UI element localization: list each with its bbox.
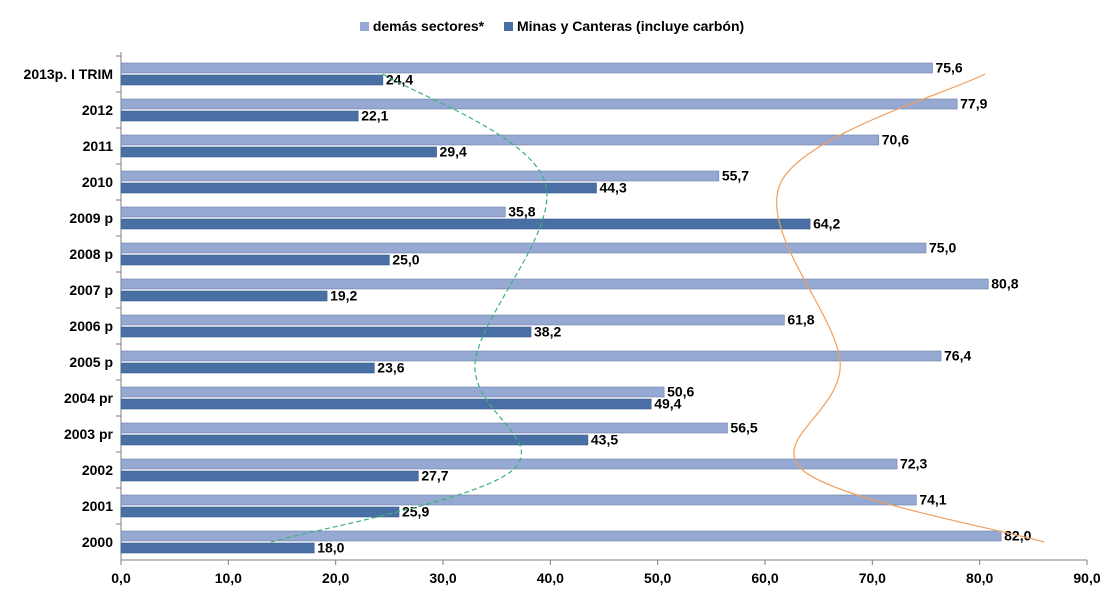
category-label-2012: 2012	[82, 102, 113, 118]
bar-dem-s-sectores-2007-p	[120, 278, 989, 290]
bar-minas-y-canteras-incluye-carb-n-2011	[120, 146, 437, 158]
data-label-dem-s-sectores-2012: 77,9	[960, 96, 987, 112]
data-label-dem-s-sectores-2006-p: 61,8	[787, 312, 814, 328]
data-label-minas-y-canteras-incluye-carb-n-2006-p: 38,2	[534, 324, 561, 340]
data-label-dem-s-sectores-2007-p: 80,8	[991, 276, 1018, 292]
x-tick-label: 90,0	[1073, 570, 1100, 586]
data-label-minas-y-canteras-incluye-carb-n-2010: 44,3	[599, 180, 626, 196]
bar-minas-y-canteras-incluye-carb-n-2001	[120, 506, 400, 518]
category-label-2005-p: 2005 p	[69, 354, 113, 370]
data-label-dem-s-sectores-2010: 55,7	[722, 168, 749, 184]
data-label-minas-y-canteras-incluye-carb-n-2003-pr: 43,5	[591, 432, 618, 448]
bar-dem-s-sectores-2002	[120, 458, 898, 470]
bar-dem-s-sectores-2011	[120, 134, 880, 146]
legend: demás sectores* Minas y Canteras (incluy…	[0, 18, 1104, 34]
legend-item-demas-sectores: demás sectores*	[359, 18, 485, 34]
category-label-2000: 2000	[82, 534, 113, 550]
data-label-minas-y-canteras-incluye-carb-n-2001: 25,9	[402, 504, 429, 520]
data-label-dem-s-sectores-2008-p: 75,0	[929, 240, 956, 256]
legend-item-minas-canteras: Minas y Canteras (incluye carbón)	[504, 18, 744, 34]
bar-dem-s-sectores-2000	[120, 530, 1002, 542]
category-label-2006-p: 2006 p	[69, 318, 113, 334]
bar-dem-s-sectores-2003-pr	[120, 422, 728, 434]
x-tick-label: 50,0	[644, 570, 671, 586]
trend-curve-dem-s-sectores	[775, 73, 1045, 543]
data-label-dem-s-sectores-2005-p: 76,4	[944, 348, 971, 364]
legend-swatch-demas-sectores	[359, 22, 369, 31]
category-label-2004-pr: 2004 pr	[64, 390, 114, 406]
category-label-2002: 2002	[82, 462, 113, 478]
bar-dem-s-sectores-2009-p	[120, 206, 506, 218]
plot-area: 0,0 10,0 20,0 30,0 40,0 50,0 60,0 70,0 80,0 90,0 2…	[24, 52, 1101, 586]
bar-dem-s-sectores-2013p-i-trim	[120, 62, 933, 74]
data-label-minas-y-canteras-incluye-carb-n-2007-p: 19,2	[330, 288, 357, 304]
x-tick-label: 10,0	[215, 570, 242, 586]
bar-dem-s-sectores-2012	[120, 98, 958, 110]
data-label-minas-y-canteras-incluye-carb-n-2012: 22,1	[361, 108, 388, 124]
category-label-2013p-i-trim: 2013p. I TRIM	[24, 66, 113, 82]
bar-minas-y-canteras-incluye-carb-n-2006-p	[120, 326, 532, 338]
legend-label-demas-sectores: demás sectores*	[372, 18, 485, 34]
bar-dem-s-sectores-2001	[120, 494, 917, 506]
category-label-2010: 2010	[82, 174, 113, 190]
bar-dem-s-sectores-2008-p	[120, 242, 927, 254]
data-label-dem-s-sectores-2009-p: 35,8	[508, 204, 535, 220]
data-label-minas-y-canteras-incluye-carb-n-2000: 18,0	[317, 540, 344, 556]
x-tick-label: 60,0	[751, 570, 778, 586]
bar-minas-y-canteras-incluye-carb-n-2000	[120, 542, 315, 554]
bar-minas-y-canteras-incluye-carb-n-2005-p	[120, 362, 375, 374]
x-tick-label: 70,0	[859, 570, 886, 586]
bar-minas-y-canteras-incluye-carb-n-2013p-i-trim	[120, 74, 384, 86]
data-label-dem-s-sectores-2001: 74,1	[919, 492, 946, 508]
category-label-2007-p: 2007 p	[69, 282, 113, 298]
legend-label-minas-canteras: Minas y Canteras (incluye carbón)	[517, 18, 745, 34]
bar-dem-s-sectores-2004-pr	[120, 386, 665, 398]
legend-swatch-minas-canteras	[504, 22, 513, 31]
data-label-minas-y-canteras-incluye-carb-n-2002: 27,7	[421, 468, 448, 484]
data-label-minas-y-canteras-incluye-carb-n-2013p-i-trim: 24,4	[386, 72, 413, 88]
data-label-dem-s-sectores-2004-pr: 50,6	[667, 384, 694, 400]
category-label-2009-p: 2009 p	[69, 210, 113, 226]
trend-curve-minas-y-canteras-incluye-carb-n	[271, 73, 548, 543]
data-label-minas-y-canteras-incluye-carb-n-2011: 29,4	[440, 144, 467, 160]
bar-minas-y-canteras-incluye-carb-n-2010	[120, 182, 597, 194]
category-label-2001: 2001	[82, 498, 113, 514]
x-tick-label: 80,0	[966, 570, 993, 586]
bar-minas-y-canteras-incluye-carb-n-2004-pr	[120, 398, 652, 410]
data-label-dem-s-sectores-2011: 70,6	[882, 132, 909, 148]
category-label-2003-pr: 2003 pr	[64, 426, 114, 442]
data-label-minas-y-canteras-incluye-carb-n-2004-pr: 49,4	[654, 396, 681, 412]
data-label-minas-y-canteras-incluye-carb-n-2009-p: 64,2	[813, 216, 840, 232]
bar-dem-s-sectores-2005-p	[120, 350, 942, 362]
category-label-2008-p: 2008 p	[69, 246, 113, 262]
bar-minas-y-canteras-incluye-carb-n-2009-p	[120, 218, 811, 230]
x-tick-label: 40,0	[537, 570, 564, 586]
data-label-minas-y-canteras-incluye-carb-n-2005-p: 23,6	[377, 360, 404, 376]
bar-minas-y-canteras-incluye-carb-n-2002	[120, 470, 419, 482]
bar-minas-y-canteras-incluye-carb-n-2003-pr	[120, 434, 589, 446]
x-tick-label: 30,0	[429, 570, 456, 586]
bar-minas-y-canteras-incluye-carb-n-2007-p	[120, 290, 328, 302]
data-label-minas-y-canteras-incluye-carb-n-2008-p: 25,0	[392, 252, 419, 268]
bar-dem-s-sectores-2006-p	[120, 314, 785, 326]
x-tick-label: 0,0	[111, 570, 131, 586]
bar-dem-s-sectores-2010	[120, 170, 720, 182]
bar-minas-y-canteras-incluye-carb-n-2008-p	[120, 254, 390, 266]
bar-minas-y-canteras-incluye-carb-n-2012	[120, 110, 359, 122]
data-label-dem-s-sectores-2013p-i-trim: 75,6	[935, 60, 962, 76]
x-tick-label: 20,0	[322, 570, 349, 586]
data-label-dem-s-sectores-2003-pr: 56,5	[730, 420, 757, 436]
category-label-2011: 2011	[83, 138, 114, 154]
data-label-dem-s-sectores-2002: 72,3	[900, 456, 927, 472]
